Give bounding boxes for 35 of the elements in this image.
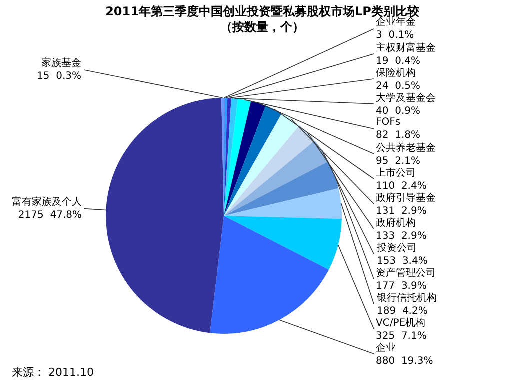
slice-label: 主权财富基金 [376,42,436,54]
data-label: 15 0.3% [37,71,82,82]
data-label: 40 0.9% [376,106,420,117]
slice-label: 上市公司 [376,167,416,179]
data-label: 131 2.9% [376,206,427,217]
slice-label: 保险机构 [376,67,416,79]
data-label: 19 0.4% [376,56,420,67]
slice-label: 政府引导基金 [376,192,436,204]
slice-label: 银行信托机构 [376,292,437,304]
data-label: 880 19.3% [376,356,434,367]
data-label: 189 4.2% [377,306,428,317]
data-label: 82 1.8% [376,130,420,141]
chart-subtitle: （按数量，个） [220,20,304,34]
slice-label: 企业 [376,342,396,354]
slice-label: VC/PE机构 [376,317,426,329]
slice-label: FOFs [376,117,401,128]
slice-label: 资产管理公司 [376,267,436,279]
data-label: 95 2.1% [376,156,420,167]
slice-label: 投资公司 [376,242,417,254]
data-label: 2175 47.8% [18,210,82,221]
slice-label: 富有家族及个人 [12,196,82,208]
slice-label: 家族基金 [42,57,82,69]
data-label: 3 0.1% [376,30,414,41]
data-label: 24 0.5% [376,81,420,92]
data-label: 153 3.4% [377,256,428,267]
slice-label: 政府机构 [376,217,416,229]
data-label: 110 2.4% [376,181,427,192]
data-label: 325 7.1% [376,331,427,342]
data-label: 177 3.9% [376,281,427,292]
chart-title: 2011年第三季度中国创业投资暨私募股权市场LP类别比较 [106,4,420,18]
slice-label: 大学及基金会 [376,92,436,104]
slice-label: 公共养老基金 [376,142,436,154]
source-note: 来源： 2011.10 [12,366,94,379]
data-label: 133 2.9% [376,231,427,242]
slice-label: 企业年金 [376,16,416,28]
